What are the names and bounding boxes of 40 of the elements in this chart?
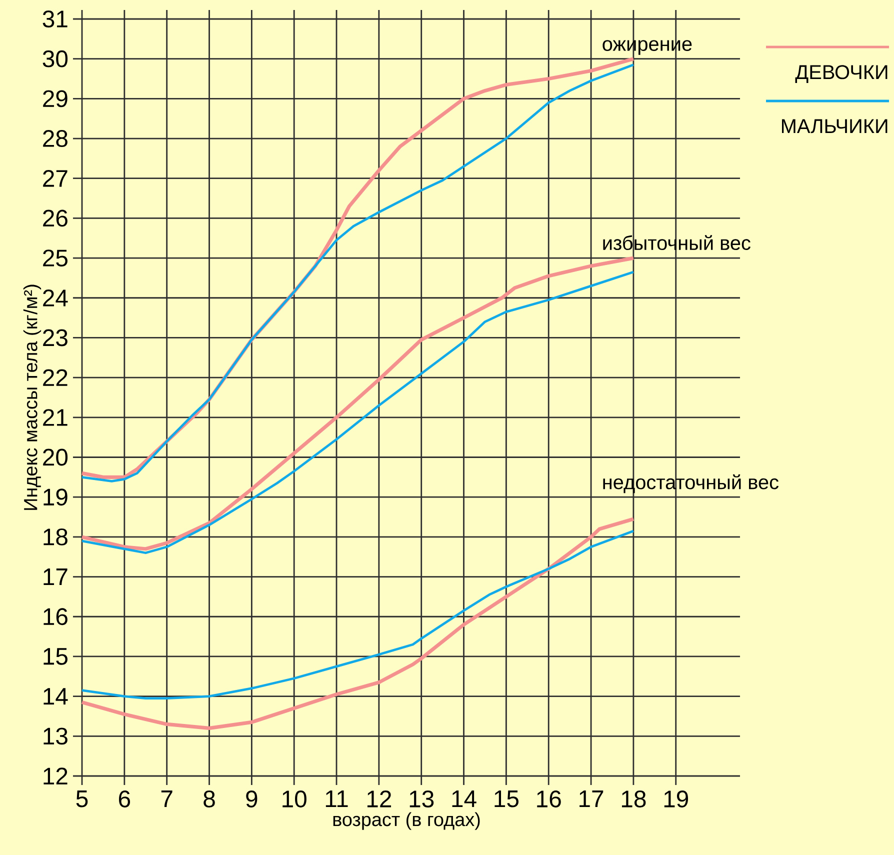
y-tick-label: 15	[44, 648, 68, 665]
x-tick-label: 14	[452, 790, 476, 807]
y-tick-label: 29	[43, 90, 68, 108]
line-series	[80, 530, 635, 700]
x-tick-label: 18	[622, 790, 646, 808]
y-tick-label: 23	[43, 329, 68, 346]
y-tick-label: 21	[43, 409, 68, 426]
y-tick-label: 16	[44, 608, 68, 626]
y-tick-label: 22	[43, 369, 68, 386]
y-tick-label: 30	[42, 50, 68, 68]
x-tick-label: 13	[410, 790, 434, 808]
x-axis-title: возраст (в годах)	[333, 812, 480, 830]
y-axis-title: Индекс массы тела (кг/м²)	[23, 284, 42, 510]
y-tick-label: 27	[43, 170, 68, 187]
y-tick-label: 25	[43, 250, 68, 267]
y-tick-label: 24	[43, 290, 68, 306]
y-tick-label: 19	[44, 488, 68, 506]
y-tick-label: 13	[44, 728, 68, 745]
x-tick-label: 5	[76, 790, 88, 808]
y-tick-label: 14	[44, 688, 68, 705]
x-tick-label: 7	[161, 790, 172, 807]
x-tick-label: 9	[246, 790, 258, 808]
x-tick-label: 12	[367, 790, 392, 808]
y-tick-label: 17	[44, 568, 68, 586]
y-tick-label: 28	[43, 130, 68, 147]
x-tick-label: 10	[282, 790, 306, 808]
x-tick-label: 15	[494, 790, 518, 808]
text: ДЕВОЧКИ	[795, 65, 888, 83]
x-tick-label: 11	[326, 790, 348, 807]
text: МАЛЬЧИКИ	[782, 119, 888, 134]
y-tick-label: 31	[42, 10, 68, 28]
x-tick-label: 8	[204, 790, 215, 808]
x-tick-label: 17	[580, 790, 604, 807]
y-tick-label: 18	[44, 528, 68, 546]
x-tick-label: 19	[664, 790, 688, 808]
y-tick-label: 20	[43, 448, 68, 466]
y-tick-label: 26	[43, 210, 68, 227]
x-tick-label: 6	[118, 790, 130, 808]
y-tick-label: 12	[44, 768, 68, 784]
x-tick-label: 16	[537, 790, 561, 808]
